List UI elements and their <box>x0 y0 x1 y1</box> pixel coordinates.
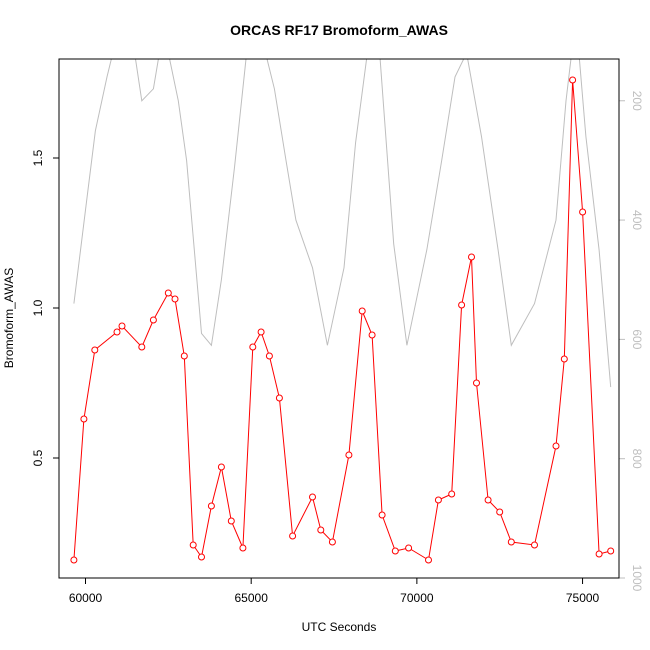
bromoform-point <box>345 451 353 459</box>
bromoform-point <box>309 493 316 501</box>
bromoform-point <box>552 442 560 450</box>
bromoform-point <box>207 502 215 510</box>
bromoform-point <box>458 301 466 309</box>
bromoform-point <box>180 352 188 360</box>
bromoform-point <box>289 532 297 540</box>
bromoform-point <box>328 538 336 546</box>
y2-tick-label: 200 <box>630 91 644 111</box>
bromoform-point <box>198 553 205 561</box>
y2-tick-label: 800 <box>630 449 644 469</box>
x-tick-label: 70000 <box>400 591 434 605</box>
bromoform-point <box>507 538 515 546</box>
bromoform-point <box>569 76 577 84</box>
x-tick-label: 65000 <box>235 591 269 605</box>
bromoform-point <box>579 208 587 216</box>
bromoform-series-layer <box>70 76 615 564</box>
bromoform-point <box>217 463 225 471</box>
bromoform-point <box>391 547 399 555</box>
bromoform-point <box>473 379 480 387</box>
secondary-series-layer <box>73 59 612 388</box>
bromoform-point <box>560 355 568 363</box>
bromoform-point <box>138 343 146 351</box>
bromoform-point <box>265 352 273 360</box>
bromoform-point <box>405 544 413 552</box>
bromoform-point <box>149 316 157 324</box>
bromoform-point <box>249 343 257 351</box>
bromoform-point <box>484 496 492 504</box>
y2-tick-label: 600 <box>630 329 644 349</box>
y-axis-label: Bromoform_AWAS <box>2 268 16 368</box>
bromoform-point <box>496 508 504 516</box>
bromoform-point <box>118 322 126 330</box>
bromoform-point <box>91 346 99 354</box>
bromoform-point <box>239 544 247 552</box>
x-axis-label: UTC Seconds <box>302 620 377 634</box>
bromoform-point <box>607 547 615 555</box>
bromoform-point <box>164 289 172 297</box>
bromoform-point <box>448 490 456 498</box>
bromoform-point <box>317 526 325 534</box>
y-tick-label: 1.0 <box>31 299 45 316</box>
bromoform-point <box>425 556 432 564</box>
axes-layer: 60000 65000 70000 75000 0.5 1.0 1.5 200 400 600 80… <box>31 91 644 605</box>
x-tick-label: 60000 <box>69 591 103 605</box>
bromoform-point <box>80 415 88 423</box>
chart-title: ORCAS RF17 Bromoform_AWAS <box>230 22 448 38</box>
bromoform-point <box>257 328 265 336</box>
x-tick-label: 75000 <box>566 591 600 605</box>
bromoform-point <box>468 253 475 261</box>
bromoform-point <box>358 307 366 315</box>
y2-tick-label: 1000 <box>630 565 644 592</box>
secondary-series-line <box>73 59 612 388</box>
bromoform-point <box>595 550 603 558</box>
plot-frame <box>58 58 620 579</box>
y2-tick-label: 400 <box>630 210 644 230</box>
bromoform-point <box>275 394 283 402</box>
y-tick-label: 0.5 <box>31 449 45 466</box>
y-tick-label: 1.5 <box>31 149 45 166</box>
bromoform-point <box>189 541 197 549</box>
bromoform-point <box>368 331 376 339</box>
bromoform-point <box>378 511 386 519</box>
bromoform-series-line <box>73 79 611 561</box>
bromoform-point <box>227 517 235 525</box>
bromoform-point <box>531 541 538 549</box>
bromoform-point <box>171 295 179 303</box>
bromoform-point <box>434 496 442 504</box>
bromoform-point <box>70 556 78 564</box>
bromoform-point <box>113 328 121 336</box>
